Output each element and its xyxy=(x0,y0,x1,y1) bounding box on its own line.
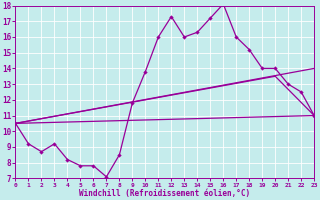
X-axis label: Windchill (Refroidissement éolien,°C): Windchill (Refroidissement éolien,°C) xyxy=(79,189,250,198)
